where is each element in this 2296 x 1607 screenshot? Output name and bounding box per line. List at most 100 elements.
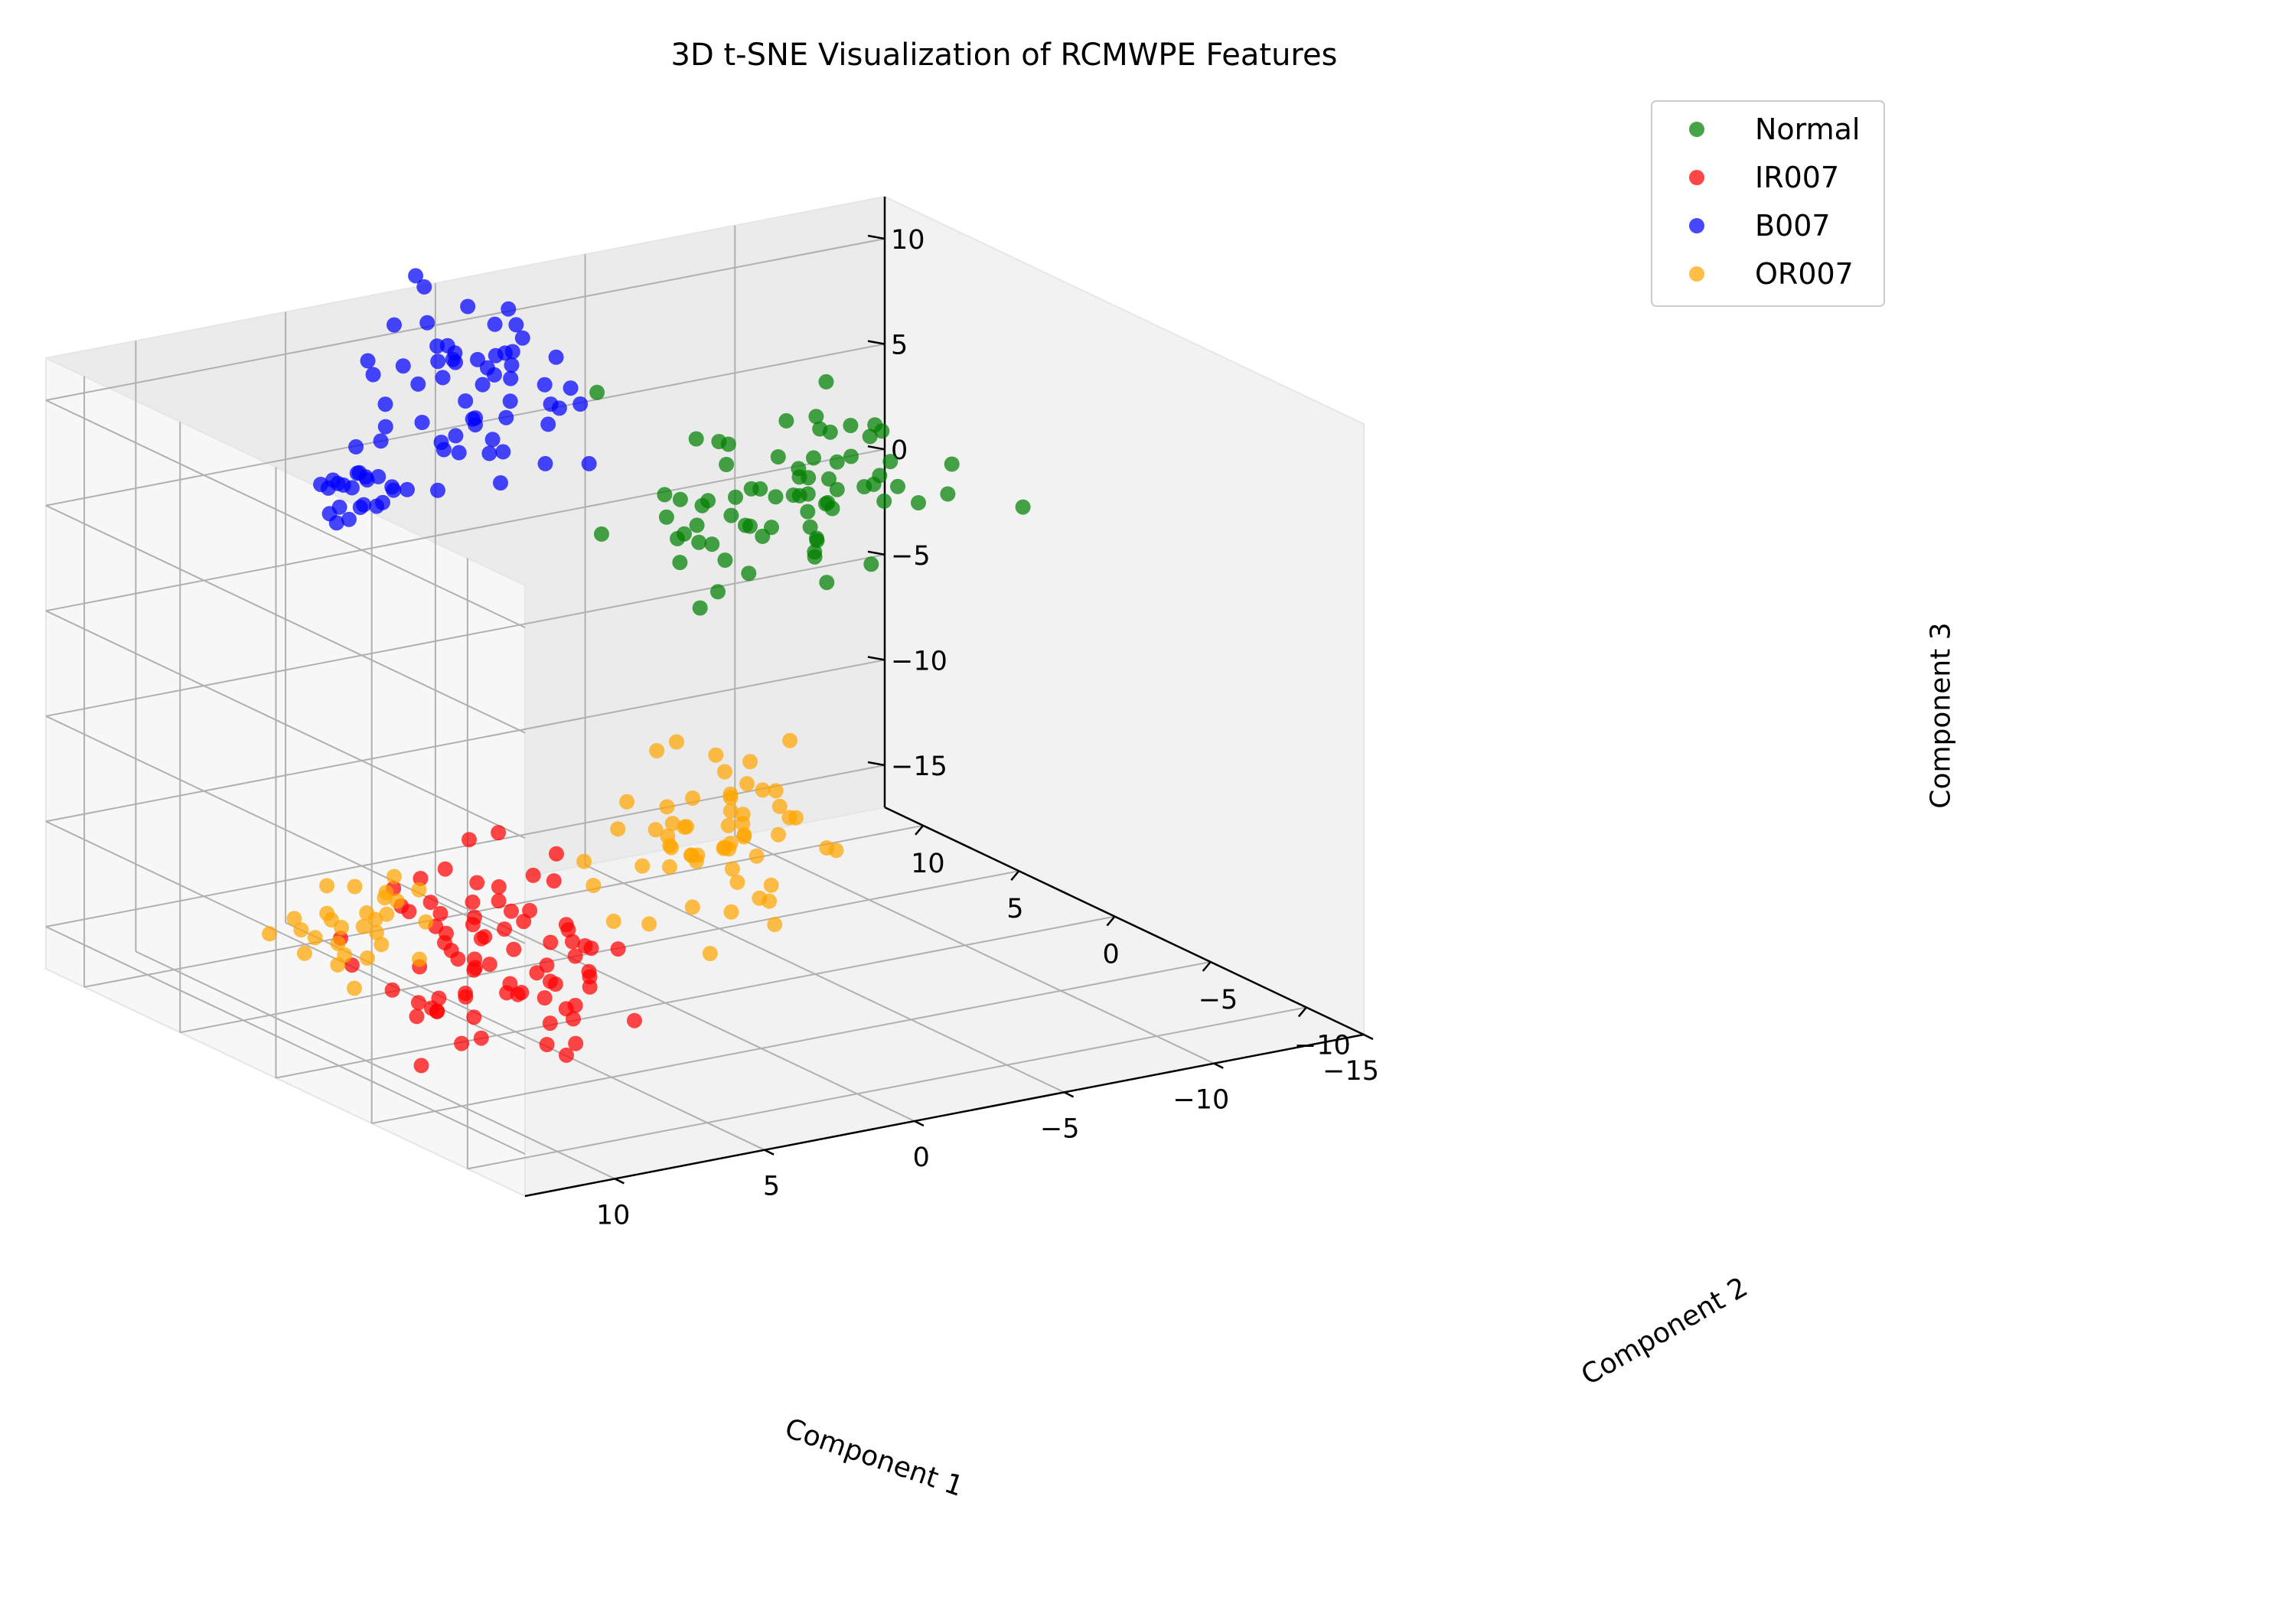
data-point: [785, 487, 801, 503]
data-point: [430, 354, 446, 370]
data-point: [818, 496, 833, 512]
data-point: [711, 434, 727, 449]
data-point: [664, 816, 680, 832]
data-point: [684, 899, 700, 915]
data-point: [514, 985, 530, 1000]
data-point: [818, 373, 834, 390]
data-point: [540, 416, 556, 432]
data-point: [802, 519, 818, 535]
z-grid-left: [45, 504, 526, 734]
data-point: [344, 480, 360, 496]
data-point: [508, 317, 524, 333]
legend: Normal IR007 B007 OR007: [1651, 100, 1885, 307]
x-tick: [1363, 1033, 1374, 1041]
data-point: [729, 874, 745, 890]
data-point: [567, 997, 583, 1013]
y-grid-floor: [467, 1006, 1307, 1170]
data-point: [944, 456, 960, 472]
z-tick-label: 10: [891, 225, 925, 256]
data-point: [386, 869, 402, 885]
data-point: [365, 367, 381, 383]
z-grid-back: [45, 659, 885, 823]
data-point: [728, 489, 743, 505]
z-grid-left: [45, 399, 526, 628]
data-point: [395, 358, 411, 374]
data-point: [384, 479, 400, 495]
legend-label: IR007: [1755, 161, 1839, 194]
data-point: [481, 957, 497, 973]
legend-frame: [1651, 100, 1885, 307]
data-point: [721, 841, 737, 857]
data-point: [657, 487, 673, 503]
z-tick: [867, 550, 885, 556]
data-point: [328, 515, 344, 531]
data-point: [755, 528, 771, 544]
data-point: [677, 819, 693, 835]
data-point: [465, 894, 481, 910]
data-point: [672, 491, 688, 507]
z-grid-back: [45, 553, 885, 717]
data-point: [491, 825, 507, 841]
data-point: [876, 493, 892, 509]
data-point: [487, 367, 502, 383]
series-normal: [589, 373, 1031, 616]
data-point: [627, 1012, 642, 1028]
z-grid-left: [45, 926, 526, 1155]
data-point: [806, 450, 821, 466]
data-point: [461, 832, 477, 848]
data-point: [503, 370, 519, 386]
z-grid-back: [45, 238, 885, 401]
data-point: [748, 848, 765, 864]
data-point: [619, 794, 635, 810]
z-grid-left: [45, 715, 526, 944]
data-point: [360, 950, 375, 966]
data-point: [377, 396, 393, 412]
data-point: [432, 905, 448, 921]
y-tick-label: −5: [1199, 985, 1238, 1015]
data-point: [411, 882, 427, 898]
data-point: [477, 929, 493, 945]
data-point: [768, 783, 784, 799]
data-point: [911, 495, 926, 510]
data-point: [506, 941, 522, 957]
y-tick: [1106, 915, 1116, 927]
data-point: [800, 486, 816, 502]
data-point: [566, 1011, 581, 1027]
z-axis-label: Component 3: [1926, 622, 1957, 808]
data-point: [742, 754, 758, 770]
data-point: [437, 934, 452, 950]
data-point: [369, 498, 385, 514]
data-point: [641, 916, 657, 932]
data-point: [610, 941, 626, 957]
legend-item-or007: OR007: [1689, 257, 1854, 291]
legend-marker: [1689, 218, 1704, 233]
data-point: [692, 600, 708, 616]
data-point: [647, 822, 664, 838]
legend-marker: [1689, 122, 1704, 137]
data-point: [863, 556, 879, 572]
data-point: [829, 454, 845, 470]
data-point: [536, 990, 553, 1006]
data-point: [468, 417, 483, 433]
data-point: [565, 934, 580, 950]
data-point: [499, 985, 515, 1001]
data-point: [716, 764, 732, 780]
data-point: [755, 782, 771, 798]
legend-label: OR007: [1755, 257, 1854, 291]
y-tick-label: 10: [911, 849, 945, 879]
data-point: [704, 536, 720, 553]
data-point: [543, 396, 559, 412]
data-point: [286, 911, 302, 927]
data-point: [466, 1009, 482, 1025]
data-point: [470, 351, 485, 367]
data-point: [352, 500, 368, 515]
y-tick-label: 5: [1006, 894, 1023, 924]
x-tick: [764, 1149, 775, 1156]
data-point: [722, 803, 739, 819]
data-point: [582, 969, 598, 985]
data-point: [410, 376, 426, 392]
x-tick-label: 0: [913, 1143, 930, 1173]
data-point: [710, 584, 726, 600]
data-point: [504, 357, 520, 373]
